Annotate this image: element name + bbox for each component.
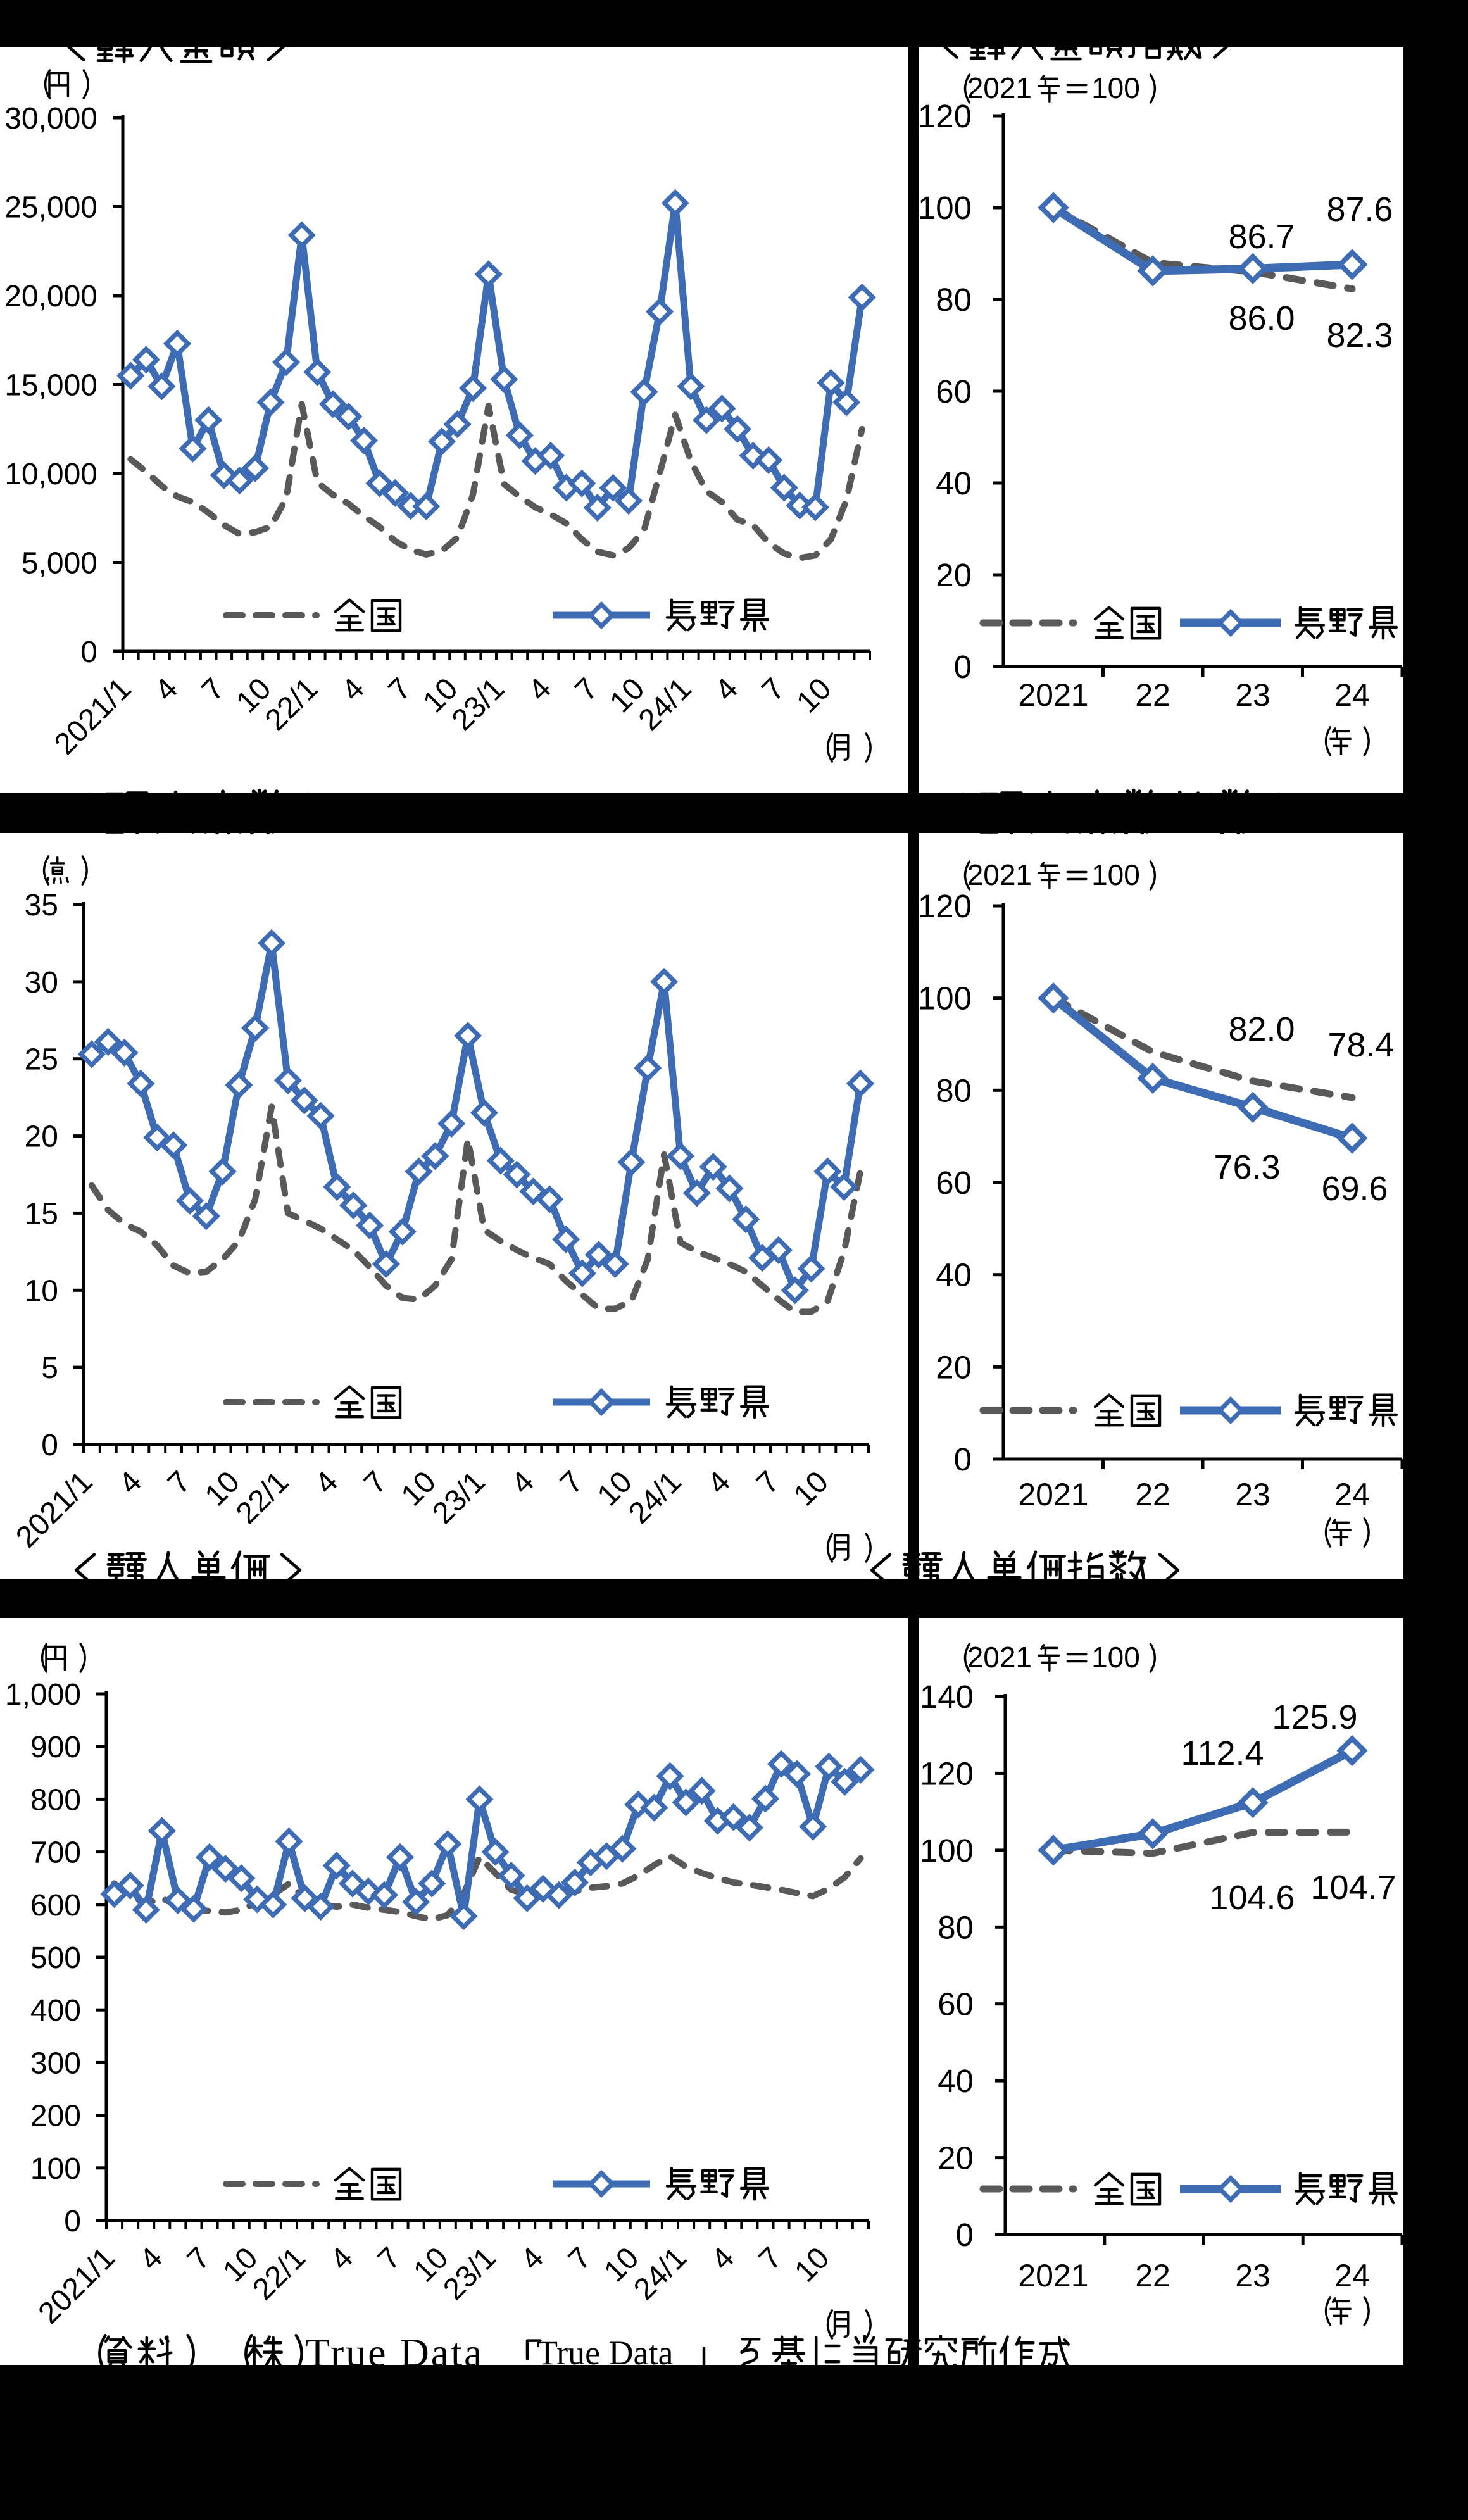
svg-text:35: 35: [25, 889, 58, 922]
svg-text:100: 100: [1091, 72, 1140, 104]
svg-text:10: 10: [25, 1274, 58, 1308]
svg-text:86.0: 86.0: [1228, 299, 1295, 337]
svg-text:True Data: True Data: [305, 2330, 484, 2375]
svg-text:900: 900: [30, 1731, 81, 1764]
svg-text:40: 40: [936, 465, 972, 501]
svg-text:2021: 2021: [967, 1641, 1032, 1674]
svg-text:60: 60: [936, 373, 972, 410]
svg-text:100: 100: [918, 190, 972, 226]
svg-text:0: 0: [954, 649, 972, 685]
svg-text:5,000: 5,000: [22, 547, 97, 580]
svg-text:125.9: 125.9: [1272, 1698, 1357, 1736]
svg-text:2021: 2021: [1018, 1477, 1088, 1512]
svg-text:100: 100: [30, 2152, 81, 2186]
svg-text:60: 60: [938, 1986, 974, 2022]
svg-text:60: 60: [936, 1165, 972, 1201]
svg-text:5: 5: [41, 1351, 58, 1385]
svg-text:600: 600: [30, 1889, 81, 1922]
svg-text:20: 20: [938, 2140, 974, 2176]
svg-text:2021: 2021: [967, 72, 1032, 104]
svg-text:24: 24: [1334, 1477, 1370, 1512]
svg-text:80: 80: [938, 1909, 974, 1945]
svg-text:40: 40: [936, 1257, 972, 1293]
svg-text:0: 0: [41, 1429, 58, 1462]
svg-text:120: 120: [918, 888, 972, 924]
svg-text:0: 0: [956, 2217, 974, 2253]
svg-text:30,000: 30,000: [4, 102, 97, 135]
svg-text:20,000: 20,000: [4, 280, 97, 313]
svg-text:82.3: 82.3: [1326, 317, 1393, 354]
svg-text:112.4: 112.4: [1181, 1734, 1264, 1772]
svg-text:1,000: 1,000: [5, 1678, 81, 1712]
svg-text:104.6: 104.6: [1209, 1879, 1295, 1917]
svg-text:400: 400: [30, 1994, 81, 2028]
svg-text:10,000: 10,000: [4, 458, 97, 491]
svg-text:700: 700: [30, 1836, 81, 1870]
svg-text:86.7: 86.7: [1228, 218, 1295, 256]
svg-text:87.6: 87.6: [1326, 191, 1393, 229]
svg-text:120: 120: [920, 1755, 974, 1791]
svg-text:78.4: 78.4: [1327, 1026, 1394, 1064]
svg-text:800: 800: [30, 1783, 81, 1817]
svg-text:140: 140: [920, 1679, 974, 1715]
svg-text:100: 100: [1091, 1641, 1140, 1674]
svg-text:30: 30: [25, 966, 58, 1000]
svg-text:120: 120: [918, 98, 972, 134]
svg-text:22: 22: [1135, 677, 1170, 713]
svg-text:0: 0: [954, 1441, 972, 1477]
svg-text:76.3: 76.3: [1214, 1148, 1280, 1186]
svg-text:82.0: 82.0: [1228, 1010, 1295, 1048]
svg-text:24: 24: [1334, 677, 1370, 713]
svg-text:104.7: 104.7: [1310, 1869, 1396, 1907]
svg-text:25: 25: [25, 1043, 58, 1077]
svg-text:15: 15: [25, 1197, 58, 1231]
svg-text:24: 24: [1334, 2258, 1370, 2293]
svg-text:True Data: True Data: [537, 2334, 674, 2372]
svg-text:25,000: 25,000: [4, 191, 97, 225]
svg-text:23: 23: [1235, 2258, 1270, 2293]
svg-text:20: 20: [25, 1120, 58, 1154]
svg-text:22: 22: [1135, 1477, 1170, 1512]
svg-text:22: 22: [1135, 2258, 1170, 2293]
svg-text:100: 100: [920, 1833, 974, 1869]
svg-text:2021: 2021: [967, 858, 1032, 891]
svg-text:0: 0: [80, 636, 97, 669]
svg-text:100: 100: [1091, 858, 1140, 891]
svg-text:23: 23: [1235, 1477, 1270, 1512]
svg-text:15,000: 15,000: [4, 369, 97, 403]
svg-text:2021: 2021: [1018, 677, 1088, 713]
svg-text:23: 23: [1235, 677, 1270, 713]
svg-text:40: 40: [938, 2063, 974, 2099]
svg-text:500: 500: [30, 1941, 81, 1975]
svg-text:80: 80: [936, 1072, 972, 1108]
svg-text:20: 20: [936, 1349, 972, 1385]
svg-text:20: 20: [936, 557, 972, 593]
svg-text:80: 80: [936, 282, 972, 318]
svg-text:300: 300: [30, 2047, 81, 2080]
svg-text:100: 100: [918, 981, 972, 1017]
svg-text:0: 0: [64, 2205, 81, 2238]
svg-text:2021: 2021: [1018, 2258, 1088, 2293]
svg-text:200: 200: [30, 2100, 81, 2133]
svg-text:69.6: 69.6: [1321, 1170, 1388, 1208]
